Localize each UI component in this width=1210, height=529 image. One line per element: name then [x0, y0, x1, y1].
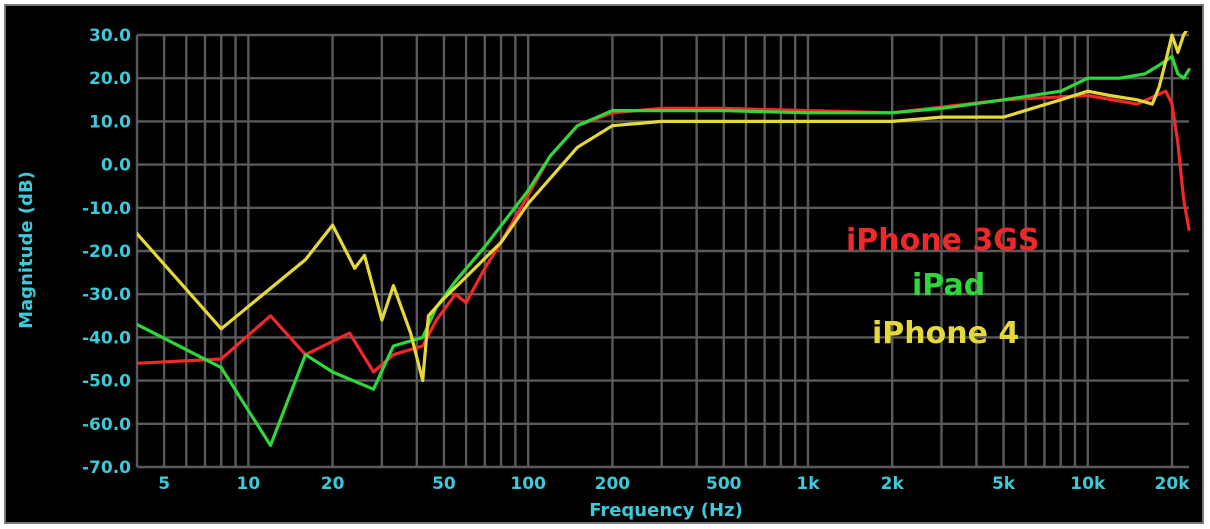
- x-tick-label: 500: [706, 474, 742, 494]
- y-tick-label: -40.0: [82, 328, 131, 348]
- x-axis-title: Frequency (Hz): [589, 500, 743, 521]
- series-lines: [137, 31, 1191, 447]
- x-tick-label: 5k: [992, 474, 1016, 494]
- axis-ticks: 30.0 20.0 10.0 0.0 -10.0 -20.0 -30.0 -40.0 -50.0…: [82, 26, 1190, 494]
- y-tick-label: 0.0: [101, 156, 131, 176]
- legend-iphone-4: iPhone 4: [872, 316, 1019, 351]
- x-tick-label: 200: [595, 474, 631, 494]
- legend: iPhone 3GS iPad iPhone 4: [846, 223, 1040, 351]
- series-line-ipad: [137, 54, 1191, 447]
- y-tick-label: -50.0: [82, 372, 131, 392]
- x-tick-label: 2k: [881, 474, 905, 494]
- y-tick-label: -10.0: [82, 199, 131, 219]
- y-tick-label: 10.0: [89, 112, 131, 132]
- x-tick-label: 10k: [1070, 474, 1106, 494]
- y-tick-label: -20.0: [82, 242, 131, 262]
- y-tick-label: -30.0: [82, 285, 131, 305]
- y-tick-label: -70.0: [82, 458, 131, 478]
- x-tick-label: 20k: [1155, 474, 1191, 494]
- frequency-response-chart: 30.0 20.0 10.0 0.0 -10.0 -20.0 -30.0 -40.0 -50.0…: [6, 6, 1202, 522]
- y-axis-title: Magnitude (dB): [16, 171, 37, 329]
- x-tick-label: 1k: [796, 474, 820, 494]
- grid: [135, 33, 1189, 469]
- y-tick-label: 30.0: [89, 26, 131, 46]
- y-tick-label: -60.0: [82, 415, 131, 435]
- legend-ipad: iPad: [912, 268, 985, 303]
- x-tick-label: 50: [432, 474, 456, 494]
- chart-frame: 30.0 20.0 10.0 0.0 -10.0 -20.0 -30.0 -40.0 -50.0…: [4, 4, 1204, 524]
- y-tick-label: 20.0: [89, 69, 131, 89]
- x-tick-label: 100: [510, 474, 546, 494]
- x-tick-label: 10: [237, 474, 261, 494]
- series-line-iphone-4: [137, 31, 1189, 383]
- x-tick-label: 5: [158, 474, 170, 494]
- legend-iphone-3gs: iPhone 3GS: [846, 223, 1040, 258]
- x-tick-label: 20: [321, 474, 345, 494]
